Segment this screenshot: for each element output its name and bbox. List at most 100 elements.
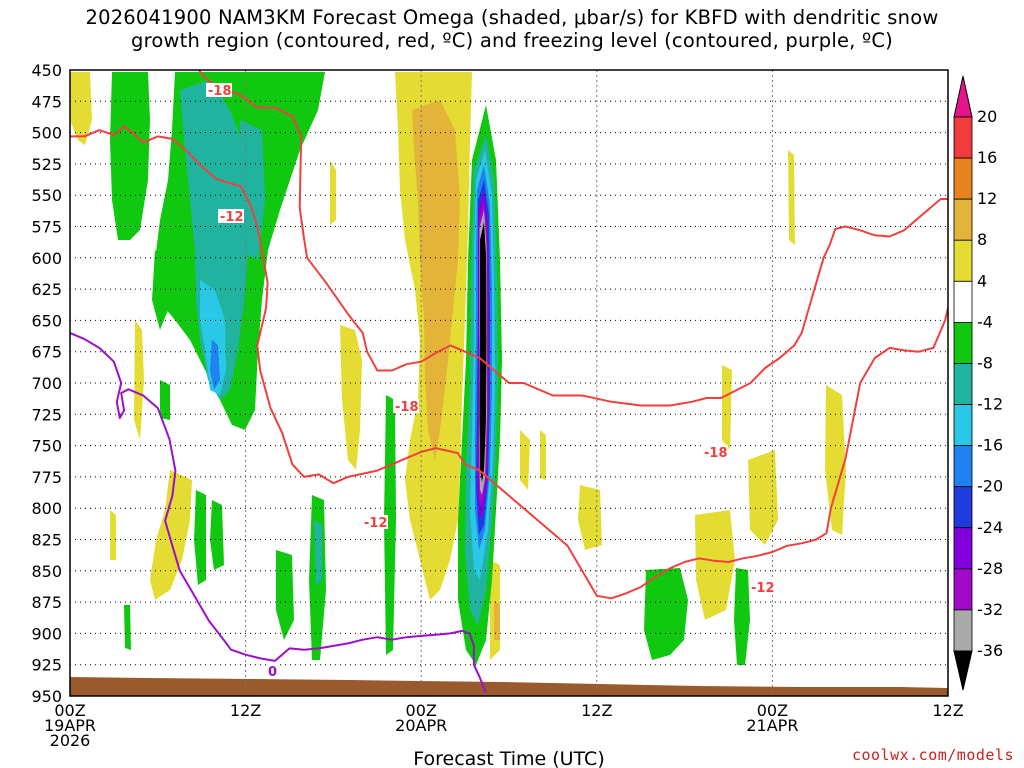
colorbar-top-arrow: [953, 75, 973, 118]
contour-label: -12: [364, 516, 388, 531]
y-tick-label: 675: [31, 343, 62, 362]
credit-text: coolwx.com/models: [852, 746, 1014, 764]
colorbar-bin: [953, 157, 973, 200]
contour-lines: [70, 70, 948, 693]
y-tick-label: 825: [31, 531, 62, 550]
contour-line: [70, 331, 487, 693]
colorbar-bin: [953, 239, 973, 282]
title-line-2: growth region (contoured, red, ºC) and f…: [131, 29, 893, 52]
x-tick-label: 2026: [50, 731, 91, 750]
colorbar-bin: [953, 486, 973, 529]
omega-negative-region: [384, 395, 396, 655]
contour-line: [70, 125, 948, 600]
x-tick-label: 00Z: [54, 701, 85, 720]
omega-negative-region: [124, 605, 131, 650]
omega-positive-region: [134, 320, 144, 440]
omega-negative-region: [180, 80, 250, 400]
omega-negative-region: [160, 380, 170, 420]
colorbar-label: 8: [977, 230, 987, 249]
contour-label: 0: [268, 665, 277, 680]
omega-positive-region: [578, 485, 602, 550]
colorbar-label: 4: [977, 271, 987, 290]
colorbar-bin: [953, 609, 973, 652]
x-tick-label: 00Z: [406, 701, 437, 720]
contour-label: -18: [208, 84, 232, 99]
x-tick-label: 20APR: [395, 716, 447, 735]
x-axis-label: Forecast Time (UTC): [413, 748, 604, 768]
colorbar-label: -36: [977, 641, 1003, 660]
colorbar-bottom-arrow: [953, 650, 973, 691]
colorbar-bin: [953, 198, 973, 241]
y-tick-label: 575: [31, 218, 62, 237]
x-tick-label: 12Z: [932, 701, 963, 720]
y-tick-label: 875: [31, 593, 62, 612]
omega-negative-region: [210, 500, 224, 570]
colorbar-bin: [953, 445, 973, 488]
y-tick-label: 775: [31, 468, 62, 487]
omega-positive-region: [825, 385, 846, 535]
omega-negative-region: [240, 120, 265, 260]
colorbar-label: 16: [977, 148, 997, 167]
terrain-ground: [70, 677, 948, 696]
x-tick-label: 21APR: [746, 716, 798, 735]
omega-negative-region: [644, 568, 688, 660]
colorbar-label: -32: [977, 600, 1003, 619]
y-axis: 450 475 500 525 550 575 600 625 650 675 700 725 750 7…: [31, 61, 62, 706]
omega-negative-region: [479, 222, 487, 482]
contour-labels: -18 -12 -18 -12 -18 -12 0: [206, 83, 775, 680]
y-tick-label: 750: [31, 437, 62, 456]
omega-positive-region: [748, 450, 778, 545]
omega-positive-region: [340, 325, 362, 470]
y-tick-label: 925: [31, 656, 62, 675]
colorbar-label: 20: [977, 107, 997, 126]
omega-negative-region: [200, 280, 226, 395]
y-tick-label: 475: [31, 92, 62, 111]
omega-positive-region: [722, 365, 732, 450]
omega-negative-region: [110, 72, 150, 240]
omega-positive-region: [695, 510, 735, 620]
colorbar-bin: [953, 568, 973, 611]
omega-positive-region: [494, 600, 500, 640]
omega-positive-region: [110, 510, 116, 560]
omega-positive-region: [412, 100, 460, 460]
omega-positive-region: [520, 430, 530, 490]
y-tick-label: 550: [31, 186, 62, 205]
y-tick-label: 800: [31, 499, 62, 518]
y-tick-label: 950: [31, 687, 62, 706]
colorbar-label: -16: [977, 436, 1003, 455]
title-line-1: 2026041900 NAM3KM Forecast Omega (shaded…: [85, 6, 939, 29]
omega-negative-region: [152, 250, 168, 330]
colorbar-bin: [953, 280, 973, 323]
omega-positive-region: [788, 150, 795, 245]
chart-title: 2026041900 NAM3KM Forecast Omega (shaded…: [0, 6, 1024, 52]
omega-positive-region: [330, 160, 336, 225]
omega-shading: [70, 72, 846, 665]
colorbar-label: -4: [977, 312, 993, 331]
omega-negative-region: [194, 490, 206, 585]
colorbar-label: -20: [977, 477, 1003, 496]
contour-label: -18: [704, 446, 728, 461]
x-tick-label: 00Z: [757, 701, 788, 720]
colorbar-label: 12: [977, 189, 997, 208]
x-tick-label: 12Z: [230, 701, 261, 720]
omega-negative-region: [210, 340, 220, 390]
omega-negative-region: [314, 520, 322, 585]
omega-negative-region: [734, 568, 750, 665]
y-tick-label: 625: [31, 280, 62, 299]
colorbar-label: -24: [977, 518, 1003, 537]
y-tick-label: 650: [31, 311, 62, 330]
contour-label: -12: [751, 581, 775, 596]
x-tick-label: 19APR: [44, 716, 96, 735]
y-tick-label: 450: [31, 61, 62, 80]
y-tick-label: 900: [31, 624, 62, 643]
y-tick-label: 600: [31, 249, 62, 268]
colorbar-bin: [953, 321, 973, 364]
contour-label: -12: [220, 210, 244, 225]
colorbar-bin: [953, 363, 973, 405]
colorbar-label: -8: [977, 353, 993, 372]
colorbar-bin: [953, 527, 973, 570]
omega-negative-region: [276, 550, 294, 640]
omega-positive-region: [70, 72, 92, 145]
